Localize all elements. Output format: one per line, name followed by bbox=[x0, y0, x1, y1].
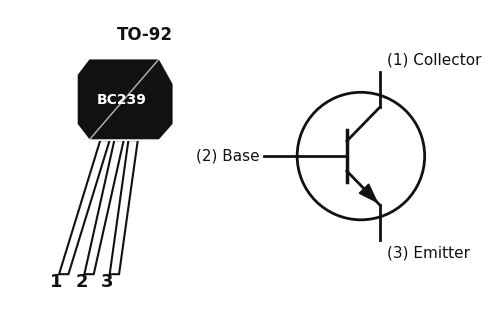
Text: 3: 3 bbox=[101, 273, 113, 291]
Text: (2) Base: (2) Base bbox=[196, 149, 260, 164]
Polygon shape bbox=[110, 140, 138, 274]
Text: TO-92: TO-92 bbox=[117, 25, 173, 44]
Polygon shape bbox=[77, 59, 173, 140]
Text: 2: 2 bbox=[75, 273, 88, 291]
Text: BC239: BC239 bbox=[97, 93, 147, 107]
Text: 1: 1 bbox=[50, 273, 63, 291]
Polygon shape bbox=[359, 184, 377, 202]
Polygon shape bbox=[59, 140, 110, 274]
Text: (1) Collector: (1) Collector bbox=[387, 52, 482, 67]
Text: (3) Emitter: (3) Emitter bbox=[387, 245, 470, 260]
Polygon shape bbox=[84, 140, 124, 274]
